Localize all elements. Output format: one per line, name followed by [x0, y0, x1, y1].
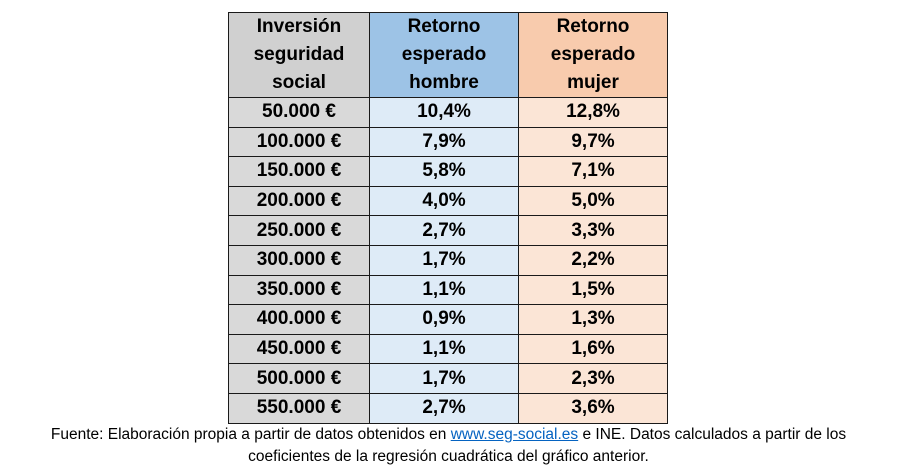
table-row: 200.000 € 4,0% 5,0%	[228, 185, 668, 217]
cell-retorno-hombre: 5,8%	[369, 156, 519, 187]
cell-retorno-mujer: 7,1%	[518, 156, 668, 187]
header-hombre-line: esperado	[401, 44, 487, 65]
cell-retorno-hombre: 10,4%	[369, 97, 519, 128]
caption-line-1: Fuente: Elaboración propia a partir de d…	[0, 424, 897, 446]
header-inversion-line: Inversión	[256, 16, 342, 37]
header-mujer-line: mujer	[567, 72, 619, 93]
cell-retorno-mujer: 3,6%	[518, 392, 668, 424]
table-row: 250.000 € 2,7% 3,3%	[228, 215, 668, 246]
cell-inversion: 300.000 €	[228, 244, 370, 276]
table-row: 300.000 € 1,7% 2,2%	[228, 244, 668, 276]
returns-table-container: Inversión seguridad social Retorno esper…	[228, 12, 668, 424]
header-retorno-hombre: Retorno esperado hombre	[369, 12, 519, 98]
cell-inversion: 500.000 €	[228, 363, 370, 394]
header-inversion: Inversión seguridad social	[228, 12, 370, 98]
cell-retorno-hombre: 4,0%	[369, 185, 519, 217]
caption-text-part1: Fuente: Elaboración propia a partir de d…	[50, 426, 451, 443]
cell-retorno-hombre: 2,7%	[369, 392, 519, 424]
table-row: 100.000 € 7,9% 9,7%	[228, 126, 668, 158]
returns-table: Inversión seguridad social Retorno esper…	[228, 12, 668, 424]
seg-social-link[interactable]: www.seg-social.es	[450, 426, 579, 443]
cell-retorno-hombre: 7,9%	[369, 126, 519, 158]
cell-retorno-mujer: 2,2%	[518, 244, 668, 276]
cell-inversion: 200.000 €	[228, 185, 370, 217]
table-row: 500.000 € 1,7% 2,3%	[228, 363, 668, 394]
header-mujer-line: Retorno	[556, 16, 630, 37]
table-row: 150.000 € 5,8% 7,1%	[228, 156, 668, 187]
cell-retorno-hombre: 1,7%	[369, 244, 519, 276]
cell-retorno-hombre: 1,1%	[369, 274, 519, 306]
cell-retorno-mujer: 5,0%	[518, 185, 668, 217]
cell-retorno-mujer: 9,7%	[518, 126, 668, 158]
caption-text-part2: e INE. Datos calculados a partir de los	[578, 426, 847, 443]
header-mujer-line: esperado	[550, 44, 636, 65]
header-hombre-line: Retorno	[407, 16, 481, 37]
cell-retorno-mujer: 1,5%	[518, 274, 668, 306]
cell-retorno-hombre: 1,1%	[369, 333, 519, 365]
cell-inversion: 150.000 €	[228, 156, 370, 187]
header-inversion-line: social	[272, 72, 326, 93]
table-header-row: Inversión seguridad social Retorno esper…	[228, 12, 668, 98]
cell-inversion: 250.000 €	[228, 215, 370, 246]
cell-inversion: 450.000 €	[228, 333, 370, 365]
cell-inversion: 400.000 €	[228, 304, 370, 335]
header-hombre-line: hombre	[409, 72, 479, 93]
cell-retorno-mujer: 1,6%	[518, 333, 668, 365]
cell-inversion: 350.000 €	[228, 274, 370, 306]
header-inversion-line: seguridad	[253, 44, 345, 65]
cell-retorno-mujer: 1,3%	[518, 304, 668, 335]
table-row: 50.000 € 10,4% 12,8%	[228, 97, 668, 128]
cell-retorno-hombre: 1,7%	[369, 363, 519, 394]
cell-retorno-mujer: 2,3%	[518, 363, 668, 394]
cell-retorno-hombre: 0,9%	[369, 304, 519, 335]
cell-retorno-mujer: 3,3%	[518, 215, 668, 246]
cell-inversion: 550.000 €	[228, 392, 370, 424]
caption-line-2: coeficientes de la regresión cuadrática …	[248, 448, 649, 465]
table-row: 350.000 € 1,1% 1,5%	[228, 274, 668, 306]
table-row: 400.000 € 0,9% 1,3%	[228, 304, 668, 335]
source-caption: Fuente: Elaboración propia a partir de d…	[0, 424, 897, 468]
cell-inversion: 50.000 €	[228, 97, 370, 128]
header-retorno-mujer: Retorno esperado mujer	[518, 12, 668, 98]
table-row: 450.000 € 1,1% 1,6%	[228, 333, 668, 365]
cell-retorno-hombre: 2,7%	[369, 215, 519, 246]
cell-inversion: 100.000 €	[228, 126, 370, 158]
cell-retorno-mujer: 12,8%	[518, 97, 668, 128]
table-row: 550.000 € 2,7% 3,6%	[228, 392, 668, 424]
